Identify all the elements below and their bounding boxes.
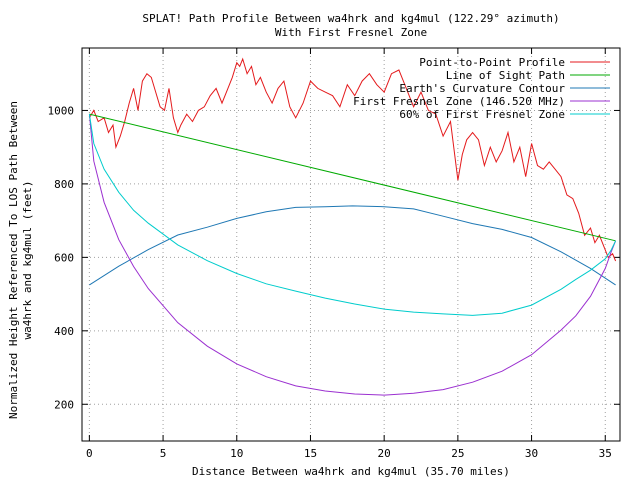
series-line-point-to-point-profile <box>88 57 617 262</box>
grid-lines <box>82 48 620 441</box>
y-axis-label-line2: wa4hrk and kg4mul (feet) <box>21 181 34 340</box>
legend-label-earth-s-curvature-contour: Earth's Curvature Contour <box>399 82 565 95</box>
chart-title: SPLAT! Path Profile Between wa4hrk and k… <box>142 12 559 25</box>
legend-label-line-of-sight-path: Line of Sight Path <box>446 69 565 82</box>
x-tick-label: 25 <box>451 447 464 460</box>
chart-subtitle: With First Fresnel Zone <box>275 26 427 39</box>
series-lines <box>88 57 617 396</box>
legend-label-60-of-first-fresnel-zone: 60% of First Fresnel Zone <box>399 108 565 121</box>
series-line-first-fresnel-zone-146-520-mhz <box>88 114 617 396</box>
series-line-earth-s-curvature-contour <box>89 205 616 286</box>
y-tick-label: 800 <box>54 178 74 191</box>
y-tick-label: 600 <box>54 251 74 264</box>
y-axis-label-line1: Normalized Height Referenced To LOS Path… <box>7 101 20 419</box>
axis-ticks: 0 5 10 15 20 25 30 35 200 400 600 800 1000 <box>48 48 620 460</box>
x-tick-label: 30 <box>525 447 538 460</box>
x-tick-label: 15 <box>304 447 317 460</box>
x-axis-label: Distance Between wa4hrk and kg4mul (35.7… <box>192 465 510 478</box>
x-tick-label: 5 <box>160 447 167 460</box>
x-tick-label: 10 <box>230 447 243 460</box>
y-tick-label: 200 <box>54 398 74 411</box>
x-tick-label: 20 <box>378 447 391 460</box>
legend-label-point-to-point-profile: Point-to-Point Profile <box>419 56 565 69</box>
plot-frame <box>81 47 621 442</box>
series-line-line-of-sight-path <box>89 113 616 242</box>
x-tick-label: 0 <box>86 447 93 460</box>
legend-label-first-fresnel-zone-146-520-mhz: First Fresnel Zone (146.520 MHz) <box>353 95 565 108</box>
x-tick-label: 35 <box>599 447 612 460</box>
y-tick-label: 1000 <box>48 104 75 117</box>
series-line-60-of-first-fresnel-zone <box>88 114 617 316</box>
y-tick-label: 400 <box>54 325 74 338</box>
